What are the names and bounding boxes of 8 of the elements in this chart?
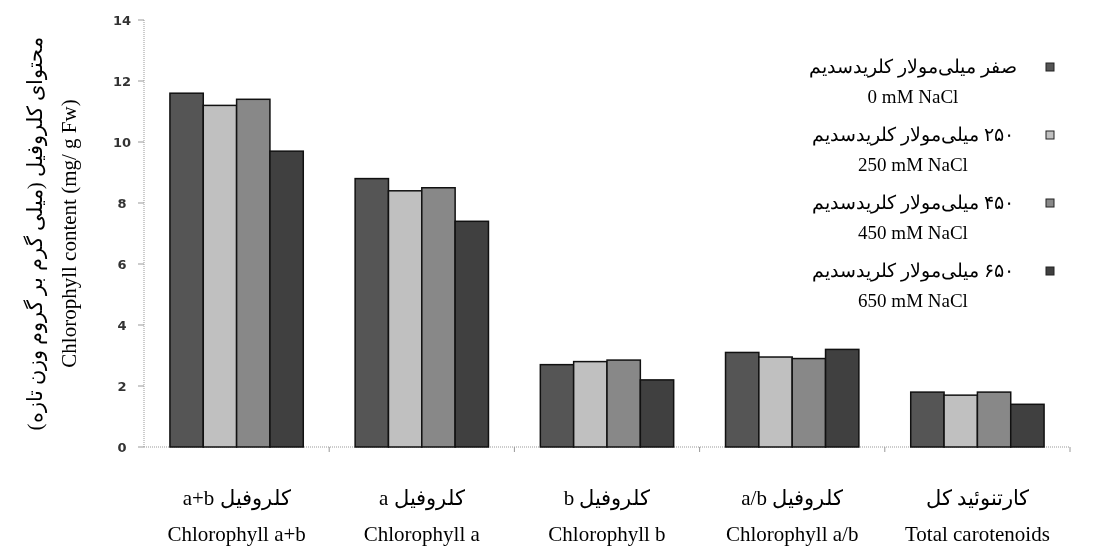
- y-tick-label: 2: [117, 379, 127, 394]
- y-tick-label: 10: [112, 135, 132, 150]
- y-tick-label: 14: [112, 13, 132, 28]
- y-tick-label: 12: [112, 74, 132, 89]
- y-tick-label: 0: [117, 440, 127, 455]
- y-tick-label: 4: [117, 318, 127, 333]
- y-tick-label: 6: [117, 257, 127, 272]
- y-tick-label: 8: [117, 196, 127, 211]
